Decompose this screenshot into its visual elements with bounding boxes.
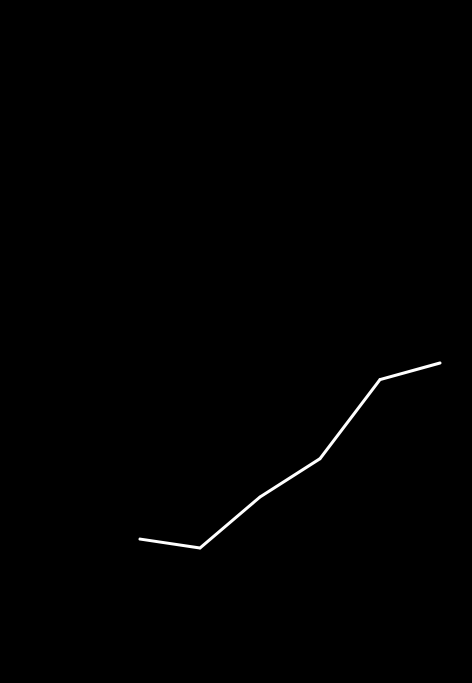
series-layer <box>138 361 442 550</box>
data-point <box>198 546 202 550</box>
series-line-segment <box>378 361 442 382</box>
series-line-segment <box>258 457 322 499</box>
data-point <box>378 378 382 381</box>
data-point <box>318 457 322 460</box>
series-line-segment <box>138 537 202 550</box>
series-line-segment <box>318 378 382 461</box>
data-point <box>138 537 142 541</box>
data-point <box>258 495 262 499</box>
data-point <box>438 361 442 365</box>
series-line-segment <box>198 495 262 550</box>
